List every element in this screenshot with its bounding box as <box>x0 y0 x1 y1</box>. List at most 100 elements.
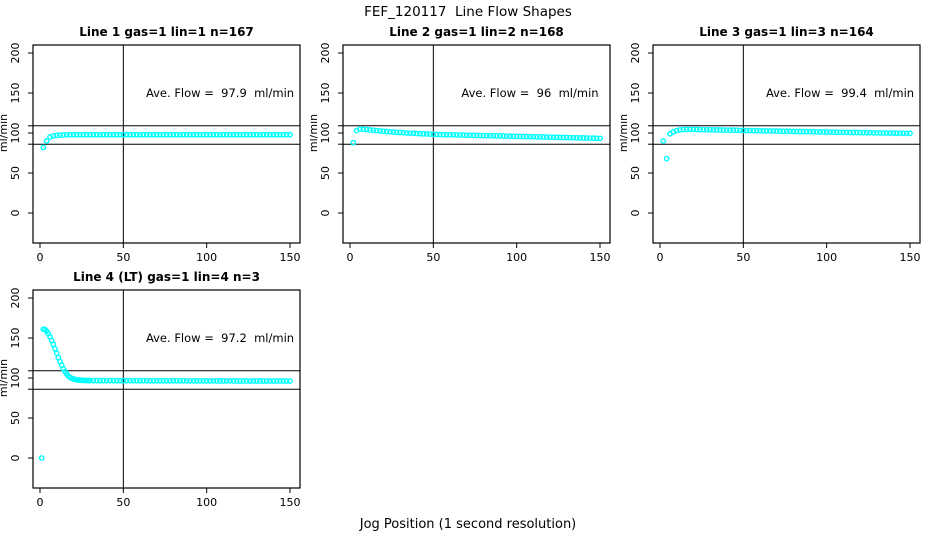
data-point <box>283 378 290 384</box>
data-point <box>200 377 207 384</box>
data-point <box>880 130 887 136</box>
data-point <box>100 131 107 138</box>
data-point <box>853 129 860 136</box>
data-point <box>730 127 737 134</box>
data-point <box>523 133 530 140</box>
data-point <box>457 132 463 138</box>
data-point <box>480 132 487 139</box>
data-point <box>93 377 100 384</box>
data-point <box>193 378 200 384</box>
data-point <box>367 127 373 133</box>
data-point <box>770 128 777 134</box>
data-point <box>413 130 420 137</box>
data-point <box>220 378 227 384</box>
data-point <box>580 135 587 141</box>
data-point <box>420 130 427 137</box>
data-point <box>157 131 163 138</box>
data-point <box>377 128 383 134</box>
data-point <box>707 126 713 133</box>
data-point <box>250 378 257 384</box>
data-point <box>783 128 790 135</box>
x-tick-label: 0 <box>37 496 44 509</box>
data-point <box>137 377 143 384</box>
data-point <box>273 378 280 384</box>
data-point <box>213 378 220 384</box>
data-point <box>100 377 107 384</box>
data-point <box>903 130 910 137</box>
data-point <box>477 132 483 139</box>
data-point <box>493 132 500 139</box>
data-point <box>890 130 897 137</box>
y-tick-label: 150 <box>9 328 22 349</box>
data-point <box>360 126 367 133</box>
data-point <box>167 377 173 384</box>
data-point <box>663 155 670 162</box>
data-point <box>357 126 363 132</box>
data-point <box>717 127 723 133</box>
y-tick-label: 150 <box>319 83 332 104</box>
data-point <box>897 130 903 137</box>
data-point <box>700 126 707 133</box>
data-point <box>143 131 150 138</box>
x-tick-label: 100 <box>196 251 217 264</box>
data-point <box>410 130 417 137</box>
data-point <box>173 377 180 384</box>
data-point <box>140 131 147 138</box>
data-point <box>430 131 437 138</box>
data-point <box>277 131 283 138</box>
x-axis-label: Jog Position (1 second resolution) <box>359 517 577 532</box>
y-tick-label: 0 <box>629 210 642 217</box>
avg-flow-annotation: Ave. Flow = 99.4 ml/min <box>765 86 915 100</box>
data-point <box>207 131 213 138</box>
data-point <box>850 129 857 136</box>
data-point <box>243 131 250 138</box>
x-tick-label: 50 <box>116 496 130 509</box>
data-point <box>447 131 453 138</box>
data-point <box>253 131 260 138</box>
data-point <box>820 129 827 135</box>
data-point <box>67 131 73 138</box>
data-point <box>400 129 407 136</box>
data-point <box>743 127 750 134</box>
data-point <box>183 377 190 384</box>
data-point <box>123 131 130 138</box>
data-point <box>223 378 230 384</box>
data-point <box>543 134 550 140</box>
data-point <box>173 131 180 138</box>
avg-flow-annotation: Ave. Flow = 97.2 ml/min <box>145 331 295 345</box>
data-point <box>167 131 173 138</box>
y-axis-label: ml/min <box>310 114 320 152</box>
data-point <box>570 134 577 141</box>
data-point <box>690 126 697 133</box>
data-point <box>267 378 273 384</box>
data-point <box>837 129 843 136</box>
data-point <box>280 378 287 384</box>
panel-line-4: 0 50 100 150 0 50 100 150 200 ml/min Line 4 (LT) … <box>0 267 312 540</box>
panel-line-3: 0 50 100 150 0 50 100 150 200 ml/min Line 3 gas=1… <box>620 22 932 295</box>
data-point <box>203 131 210 138</box>
data-point <box>120 377 127 384</box>
data-point <box>803 128 810 135</box>
data-point <box>823 129 830 135</box>
data-point <box>237 131 243 138</box>
y-tick-label: 0 <box>9 210 22 217</box>
data-point <box>427 131 433 138</box>
data-point <box>210 377 217 384</box>
data-point <box>200 131 207 138</box>
x-tick-label: 0 <box>657 251 664 264</box>
data-point <box>103 131 110 138</box>
data-point <box>140 377 147 384</box>
x-tick-label: 150 <box>590 251 611 264</box>
data-point <box>250 131 257 138</box>
data-point <box>740 127 747 134</box>
data-point <box>97 131 103 138</box>
figure-title: FEF_120117 Line Flow Shapes <box>364 4 572 20</box>
data-point <box>230 131 237 138</box>
data-point <box>260 378 267 384</box>
data-point <box>170 131 177 138</box>
data-point <box>547 134 553 141</box>
data-point <box>907 130 913 137</box>
data-point <box>383 128 390 135</box>
data-point <box>197 131 203 138</box>
